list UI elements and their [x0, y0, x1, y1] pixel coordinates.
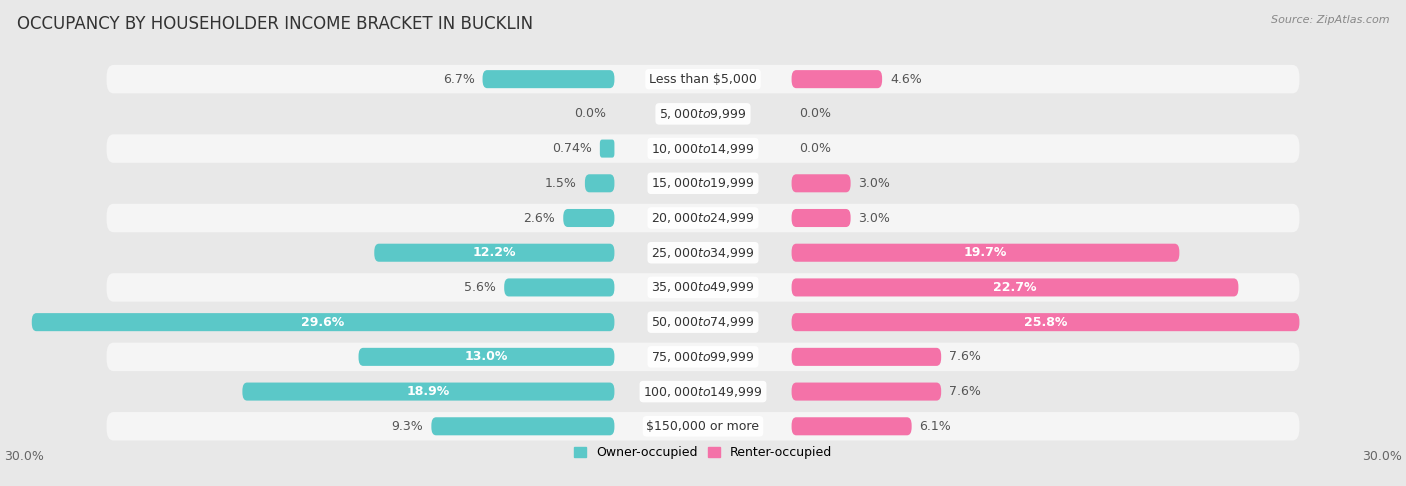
Legend: Owner-occupied, Renter-occupied: Owner-occupied, Renter-occupied: [568, 441, 838, 464]
FancyBboxPatch shape: [359, 348, 614, 366]
FancyBboxPatch shape: [107, 308, 1299, 336]
Text: $35,000 to $49,999: $35,000 to $49,999: [651, 280, 755, 295]
FancyBboxPatch shape: [600, 139, 614, 157]
Text: 1.5%: 1.5%: [546, 177, 576, 190]
Text: $150,000 or more: $150,000 or more: [647, 420, 759, 433]
FancyBboxPatch shape: [107, 239, 1299, 267]
Text: Less than $5,000: Less than $5,000: [650, 72, 756, 86]
Text: $20,000 to $24,999: $20,000 to $24,999: [651, 211, 755, 225]
FancyBboxPatch shape: [107, 273, 1299, 302]
Text: 2.6%: 2.6%: [523, 211, 555, 225]
Text: 4.6%: 4.6%: [890, 72, 922, 86]
Text: $15,000 to $19,999: $15,000 to $19,999: [651, 176, 755, 191]
FancyBboxPatch shape: [792, 313, 1299, 331]
Text: Source: ZipAtlas.com: Source: ZipAtlas.com: [1271, 15, 1389, 25]
FancyBboxPatch shape: [374, 243, 614, 262]
FancyBboxPatch shape: [107, 100, 1299, 128]
FancyBboxPatch shape: [107, 377, 1299, 406]
Text: 25.8%: 25.8%: [1024, 315, 1067, 329]
Text: 0.0%: 0.0%: [800, 142, 831, 155]
Text: 3.0%: 3.0%: [859, 211, 890, 225]
Text: 12.2%: 12.2%: [472, 246, 516, 259]
FancyBboxPatch shape: [107, 65, 1299, 93]
Text: $25,000 to $34,999: $25,000 to $34,999: [651, 246, 755, 260]
Text: 19.7%: 19.7%: [963, 246, 1007, 259]
FancyBboxPatch shape: [482, 70, 614, 88]
FancyBboxPatch shape: [432, 417, 614, 435]
Text: $50,000 to $74,999: $50,000 to $74,999: [651, 315, 755, 329]
Text: 18.9%: 18.9%: [406, 385, 450, 398]
Text: 9.3%: 9.3%: [392, 420, 423, 433]
Text: 29.6%: 29.6%: [301, 315, 344, 329]
FancyBboxPatch shape: [792, 278, 1239, 296]
Text: 6.7%: 6.7%: [443, 72, 475, 86]
Text: 3.0%: 3.0%: [859, 177, 890, 190]
Text: 0.74%: 0.74%: [553, 142, 592, 155]
FancyBboxPatch shape: [242, 382, 614, 400]
FancyBboxPatch shape: [107, 134, 1299, 163]
Text: 7.6%: 7.6%: [949, 385, 981, 398]
FancyBboxPatch shape: [32, 313, 614, 331]
Text: OCCUPANCY BY HOUSEHOLDER INCOME BRACKET IN BUCKLIN: OCCUPANCY BY HOUSEHOLDER INCOME BRACKET …: [17, 15, 533, 33]
Text: $75,000 to $99,999: $75,000 to $99,999: [651, 350, 755, 364]
FancyBboxPatch shape: [564, 209, 614, 227]
Text: 22.7%: 22.7%: [993, 281, 1036, 294]
FancyBboxPatch shape: [505, 278, 614, 296]
FancyBboxPatch shape: [107, 412, 1299, 440]
FancyBboxPatch shape: [107, 169, 1299, 197]
Text: $100,000 to $149,999: $100,000 to $149,999: [644, 384, 762, 399]
FancyBboxPatch shape: [107, 343, 1299, 371]
Text: 5.6%: 5.6%: [464, 281, 496, 294]
Text: 13.0%: 13.0%: [465, 350, 508, 364]
FancyBboxPatch shape: [792, 70, 882, 88]
Text: $10,000 to $14,999: $10,000 to $14,999: [651, 141, 755, 156]
FancyBboxPatch shape: [792, 174, 851, 192]
Text: 6.1%: 6.1%: [920, 420, 952, 433]
Text: 0.0%: 0.0%: [800, 107, 831, 121]
FancyBboxPatch shape: [792, 243, 1180, 262]
FancyBboxPatch shape: [792, 382, 941, 400]
FancyBboxPatch shape: [792, 417, 911, 435]
Text: 7.6%: 7.6%: [949, 350, 981, 364]
Text: 0.0%: 0.0%: [575, 107, 606, 121]
FancyBboxPatch shape: [585, 174, 614, 192]
FancyBboxPatch shape: [792, 348, 941, 366]
FancyBboxPatch shape: [107, 204, 1299, 232]
Text: $5,000 to $9,999: $5,000 to $9,999: [659, 107, 747, 121]
FancyBboxPatch shape: [792, 209, 851, 227]
